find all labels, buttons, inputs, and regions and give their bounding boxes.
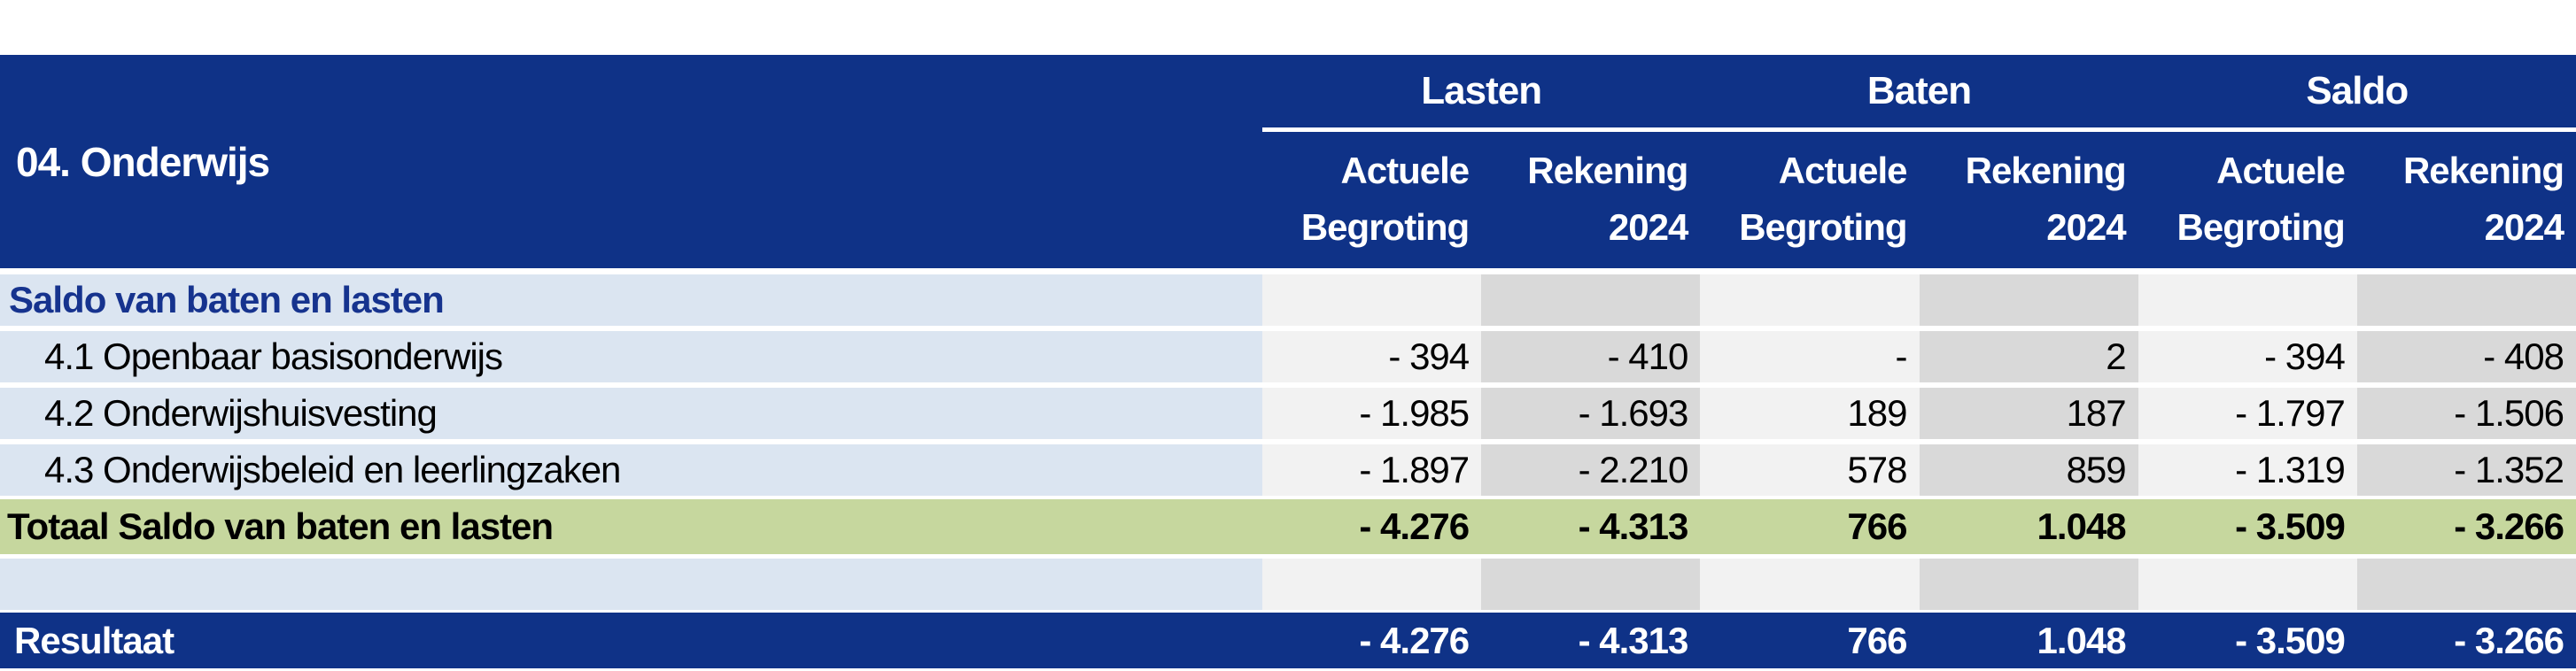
cell-baten-rekening: 2 [1919, 331, 2138, 382]
row-empty [0, 559, 2576, 610]
cell-saldo-begroting: - 1.319 [2138, 444, 2357, 496]
column-group-lasten: Lasten [1421, 69, 1542, 112]
cell-lasten-rekening: - 4.313 [1481, 613, 1701, 668]
subheader-line2: Begroting [1300, 206, 1470, 248]
cell-saldo-begroting: - 394 [2138, 331, 2357, 382]
subheader-line2: Begroting [1739, 206, 1907, 248]
cell-lasten-begroting: - 4.276 [1262, 499, 1482, 554]
subheader-line2: Begroting [2176, 206, 2346, 248]
subheader-line1: Actuele [2216, 150, 2346, 191]
cell-saldo-rekening: - 3.266 [2356, 613, 2576, 668]
cell-lasten-begroting: - 1.985 [1262, 388, 1482, 439]
subheader-col-4: Rekening 2024 [1920, 132, 2138, 268]
cell-lasten-begroting [1262, 274, 1482, 326]
cell-lasten-begroting [1262, 559, 1482, 610]
cell-baten-begroting: - [1700, 331, 1920, 382]
cell-saldo-rekening: - 1.506 [2356, 388, 2576, 439]
row-label: 4.1 Openbaar basisonderwijs [0, 331, 1262, 382]
cell-lasten-rekening: - 4.313 [1481, 499, 1701, 554]
row-label [0, 559, 1262, 610]
row-section-saldo: Saldo van baten en lasten [0, 274, 2576, 326]
row-4-1: 4.1 Openbaar basisonderwijs - 394 - 410 … [0, 331, 2576, 382]
cell-baten-rekening: 187 [1919, 388, 2138, 439]
cell-baten-begroting [1700, 559, 1920, 610]
cell-lasten-rekening: - 2.210 [1481, 444, 1701, 496]
cell-baten-rekening: 859 [1919, 444, 2138, 496]
row-label: 4.2 Onderwijshuisvesting [0, 388, 1262, 439]
subheader-line2: 2024 [2046, 206, 2126, 248]
row-label: 4.3 Onderwijsbeleid en leerlingzaken [0, 444, 1262, 496]
row-4-3: 4.3 Onderwijsbeleid en leerlingzaken - 1… [0, 444, 2576, 496]
cell-saldo-begroting [2138, 274, 2357, 326]
row-result: Resultaat - 4.276 - 4.313 766 1.048 - 3.… [0, 613, 2576, 668]
subheader-col-5: Actuele Begroting [2138, 132, 2357, 268]
column-group-baten: Baten [1866, 69, 1972, 112]
table-header: 04. Onderwijs Lasten Baten Saldo Actuele… [0, 55, 2576, 268]
subheader-line1: Actuele [1340, 150, 1470, 191]
subheader-line1: Rekening [1527, 150, 1688, 191]
cell-lasten-begroting: - 394 [1262, 331, 1482, 382]
cell-lasten-begroting: - 1.897 [1262, 444, 1482, 496]
cell-saldo-rekening: - 3.266 [2356, 499, 2576, 554]
cell-saldo-begroting: - 1.797 [2138, 388, 2357, 439]
cell-lasten-begroting: - 4.276 [1262, 613, 1482, 668]
cell-saldo-begroting [2138, 559, 2357, 610]
row-label: Totaal Saldo van baten en lasten [0, 499, 1262, 554]
cell-baten-begroting: 189 [1700, 388, 1920, 439]
subheader-col-2: Rekening 2024 [1481, 132, 1700, 268]
cell-baten-begroting [1700, 274, 1920, 326]
cell-baten-begroting: 766 [1700, 613, 1920, 668]
cell-baten-rekening [1919, 274, 2138, 326]
cell-saldo-rekening: - 1.352 [2356, 444, 2576, 496]
subheader-line2: 2024 [1608, 206, 1688, 248]
row-label: Resultaat [0, 613, 1262, 668]
cell-saldo-rekening: - 408 [2356, 331, 2576, 382]
cell-baten-begroting: 766 [1700, 499, 1920, 554]
cell-baten-rekening: 1.048 [1919, 613, 2138, 668]
row-4-2: 4.2 Onderwijshuisvesting - 1.985 - 1.693… [0, 388, 2576, 439]
budget-table: 04. Onderwijs Lasten Baten Saldo Actuele… [0, 55, 2576, 668]
subheader-line1: Actuele [1778, 150, 1908, 191]
subheader-line2: 2024 [2484, 206, 2564, 248]
subheader-col-6: Rekening 2024 [2357, 132, 2576, 268]
cell-baten-begroting: 578 [1700, 444, 1920, 496]
cell-lasten-rekening: - 1.693 [1481, 388, 1701, 439]
cell-saldo-rekening [2356, 274, 2576, 326]
cell-baten-rekening [1919, 559, 2138, 610]
subheader-col-3: Actuele Begroting [1700, 132, 1919, 268]
cell-saldo-begroting: - 3.509 [2138, 613, 2357, 668]
cell-lasten-rekening [1481, 559, 1701, 610]
subheader-line1: Rekening [1965, 150, 2127, 191]
row-total: Totaal Saldo van baten en lasten - 4.276… [0, 499, 2576, 554]
row-label: Saldo van baten en lasten [0, 274, 1262, 326]
header-columns: Lasten Baten Saldo Actuele Begroting Rek… [1262, 55, 2576, 268]
page-title: 04. Onderwijs [16, 138, 270, 185]
cell-lasten-rekening [1481, 274, 1701, 326]
column-group-saldo: Saldo [2306, 69, 2409, 112]
subheader-line1: Rekening [2402, 150, 2564, 191]
cell-saldo-begroting: - 3.509 [2138, 499, 2357, 554]
cell-baten-rekening: 1.048 [1919, 499, 2138, 554]
cell-lasten-rekening: - 410 [1481, 331, 1701, 382]
subheader-col-1: Actuele Begroting [1262, 132, 1481, 268]
header-underline [1262, 127, 2576, 132]
cell-saldo-rekening [2356, 559, 2576, 610]
